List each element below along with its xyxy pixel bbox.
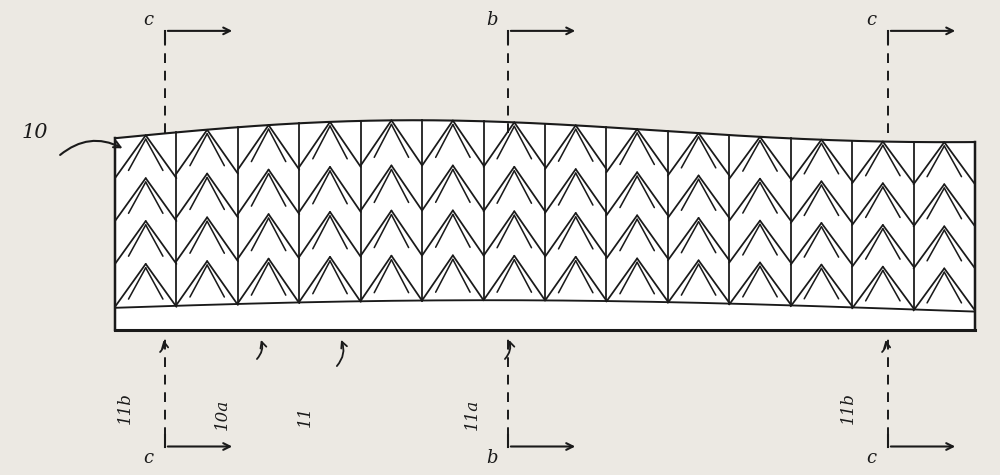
Text: b: b	[486, 11, 498, 29]
Text: b: b	[486, 449, 498, 467]
Text: c: c	[866, 11, 876, 29]
Text: 10: 10	[22, 123, 48, 142]
Text: 11: 11	[296, 406, 314, 428]
Text: 10a: 10a	[214, 399, 230, 430]
Polygon shape	[115, 300, 975, 330]
Text: 11b: 11b	[840, 392, 856, 424]
Text: c: c	[143, 11, 153, 29]
Text: c: c	[143, 449, 153, 467]
Text: 11a: 11a	[464, 399, 480, 430]
Polygon shape	[115, 120, 975, 312]
Text: c: c	[866, 449, 876, 467]
Text: 11b: 11b	[116, 392, 134, 424]
